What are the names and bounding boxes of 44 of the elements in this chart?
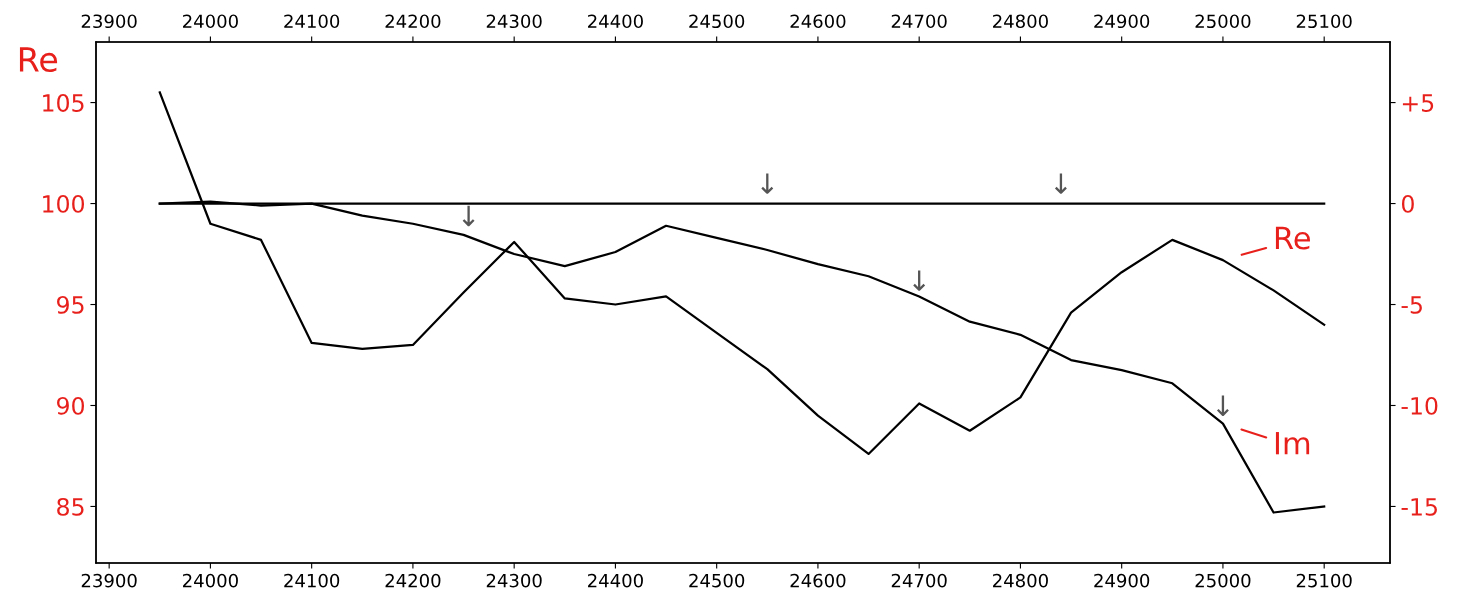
y-tick-label: 95	[57, 295, 84, 314]
x-tick-label: 25000	[1195, 573, 1251, 588]
y2-tick-label: -10	[1401, 396, 1438, 415]
x2-tick-label: 24300	[486, 14, 542, 29]
x2-tick-label: 24000	[183, 14, 238, 29]
x-tick-label: 24800	[993, 573, 1048, 588]
x2-tick-label: 24400	[588, 14, 643, 29]
x2-tick-label: 24200	[385, 14, 441, 29]
x2-tick-label: 24600	[790, 14, 846, 29]
y2-tick-label: -5	[1401, 296, 1422, 314]
y2-tick-label: +5	[1402, 94, 1434, 112]
y-tick-label: 85	[57, 497, 84, 516]
y-tick-label: 90	[57, 396, 85, 415]
x-tick-label: 24900	[1094, 573, 1150, 588]
annotation: ↓	[462, 205, 475, 227]
x-tick-label: 24500	[689, 573, 745, 588]
y-tick-label: 100	[43, 195, 85, 213]
x2-tick-label: 24100	[284, 14, 340, 29]
y2-tick-label: -15	[1401, 498, 1437, 516]
y2-tick-label: 0	[1401, 195, 1414, 213]
series-label: Re	[1275, 226, 1310, 250]
x2-tick-label: 24700	[891, 14, 947, 29]
x-tick-label: 24300	[486, 573, 542, 588]
annotation: ↓	[1054, 173, 1067, 194]
x-tick-label: 24400	[588, 573, 643, 588]
x-tick-label: 24100	[284, 573, 340, 588]
x2-tick-label: 24500	[689, 14, 745, 29]
x-tick-label: 23900	[81, 573, 137, 588]
annotation: ↓	[913, 270, 926, 291]
x-tick-label: 25100	[1296, 573, 1352, 588]
y-tick-label: 105	[43, 94, 84, 112]
x2-tick-label: 24900	[1094, 14, 1150, 29]
annotation: ↓	[761, 173, 774, 194]
x2-tick-label: 25100	[1296, 14, 1352, 29]
series-label: Im	[1275, 432, 1310, 455]
y-axis-title: Re	[19, 47, 58, 73]
x-tick-label: 24700	[891, 573, 947, 588]
x2-tick-label: 23900	[81, 14, 137, 29]
x2-tick-label: 25000	[1195, 14, 1251, 29]
x-tick-label: 24600	[790, 573, 846, 588]
x2-tick-label: 24800	[993, 14, 1048, 29]
annotation: ↓	[1216, 395, 1229, 416]
x-tick-label: 24200	[385, 573, 441, 588]
x-tick-label: 24000	[183, 573, 238, 588]
